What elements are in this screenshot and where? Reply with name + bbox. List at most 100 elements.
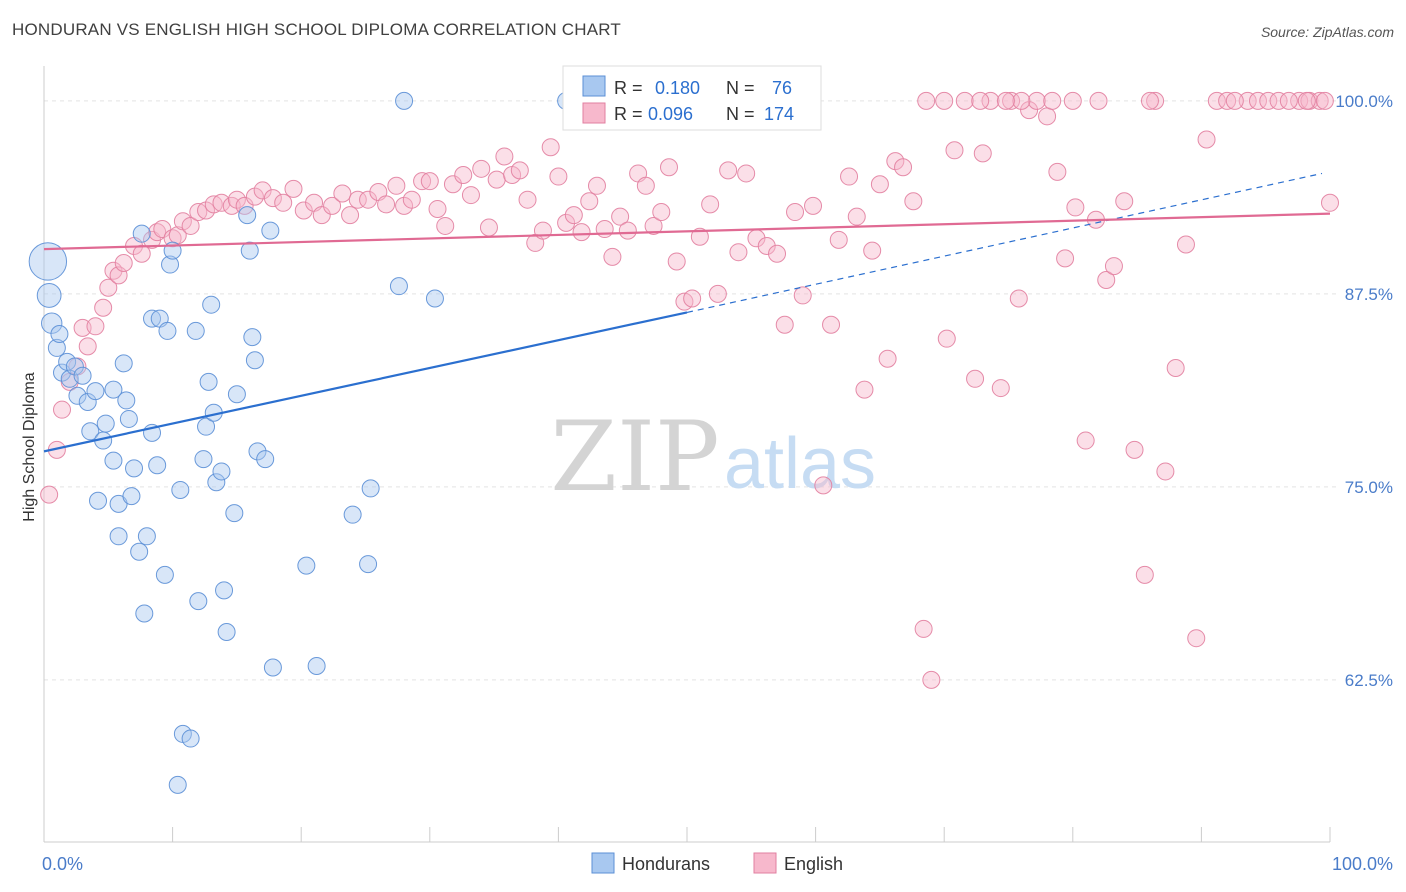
- hondurans-point-43: [189, 592, 208, 611]
- legend-n-value-pink: 174: [764, 104, 794, 124]
- hondurans-point-46: [199, 372, 218, 391]
- hondurans-trend-extension: [686, 172, 1323, 313]
- hondurans-point-50: [212, 462, 231, 481]
- english-point-6: [78, 337, 97, 356]
- hondurans-point-49: [207, 473, 226, 492]
- legend-frame: [562, 65, 822, 131]
- hondurans-point-23: [119, 409, 138, 428]
- watermark: ZIP atlas: [550, 401, 876, 513]
- english-point-92: [786, 203, 805, 222]
- english-point-156: [996, 91, 1015, 110]
- english-point-50: [436, 216, 455, 235]
- hondurans-point-67: [361, 479, 380, 498]
- hondurans-point-34: [155, 565, 174, 584]
- hondurans-point-61: [261, 221, 280, 240]
- english-point-57: [495, 147, 514, 166]
- series-legend: Hondurans English: [591, 852, 843, 874]
- hondurans-point-18: [104, 451, 123, 470]
- hondurans-point-59: [248, 442, 267, 461]
- english-point-123: [1066, 198, 1085, 217]
- hondurans-point-45: [197, 417, 216, 436]
- english-point-47: [413, 172, 432, 191]
- english-point-9: [99, 278, 118, 297]
- english-point-37: [323, 196, 342, 215]
- english-point-22: [189, 203, 208, 222]
- english-point-151: [1140, 91, 1159, 110]
- hondurans-point-19: [109, 527, 128, 546]
- legend-r-value-blue: 0.180: [655, 78, 700, 98]
- english-point-100: [855, 380, 874, 399]
- english-point-60: [518, 190, 537, 209]
- hondurans-point-42: [186, 321, 205, 340]
- hondurans-point-25: [125, 459, 144, 478]
- english-point-68: [580, 192, 599, 211]
- english-point-2: [53, 400, 72, 419]
- hondurans-point-32: [148, 456, 167, 475]
- english-point-127: [1104, 257, 1123, 276]
- hondurans-point-66: [359, 555, 378, 574]
- english-point-49: [428, 199, 447, 218]
- hondurans-point-31: [143, 309, 162, 328]
- english-point-98: [840, 167, 859, 186]
- english-point-146: [1321, 193, 1339, 212]
- hondurans-point-52: [217, 623, 236, 642]
- english-point-30: [253, 181, 272, 200]
- english-point-143: [1290, 91, 1309, 110]
- hondurans-point-65: [343, 505, 362, 524]
- english-point-111: [955, 91, 974, 110]
- english-point-133: [1166, 358, 1185, 377]
- english-point-53: [461, 186, 480, 205]
- english-point-142: [1269, 91, 1288, 110]
- english-point-149: [1279, 91, 1298, 110]
- english-point-117: [1009, 289, 1028, 308]
- hondurans-point-56: [240, 241, 259, 260]
- english-point-155: [1012, 91, 1031, 110]
- english-point-59: [510, 161, 529, 180]
- english-point-90: [768, 244, 787, 263]
- y-tick-label-1: 75.0%: [1345, 478, 1393, 497]
- english-point-0: [40, 485, 59, 504]
- series-legend-label-hondurans: Hondurans: [622, 854, 710, 874]
- hondurans-point-58: [245, 351, 264, 370]
- x-tick-label-1: 100.0%: [1332, 854, 1393, 874]
- trend-lines: [43, 172, 1331, 453]
- english-point-32: [274, 193, 293, 212]
- english-point-147: [1297, 91, 1316, 110]
- english-point-115: [991, 379, 1010, 398]
- english-point-138: [1218, 91, 1237, 110]
- x-tick-label-0: 0.0%: [42, 854, 83, 874]
- english-point-51: [443, 175, 462, 194]
- english-point-40: [348, 190, 367, 209]
- legend-n-value-blue: 76: [772, 78, 792, 98]
- hondurans-point-12: [81, 422, 100, 441]
- hondurans-point-47: [202, 295, 221, 314]
- english-point-55: [479, 218, 498, 237]
- english-point-121: [1048, 162, 1067, 181]
- english-point-43: [377, 195, 396, 214]
- english-point-70: [595, 220, 614, 239]
- english-point-139: [1238, 91, 1257, 110]
- english-point-97: [829, 230, 848, 249]
- english-point-44: [387, 176, 406, 195]
- english-point-31: [263, 189, 282, 208]
- english-point-124: [1076, 431, 1095, 450]
- english-point-113: [973, 144, 992, 163]
- english-point-79: [667, 252, 686, 271]
- hondurans-point-17: [104, 380, 123, 399]
- english-point-71: [603, 247, 622, 266]
- hondurans-point-0: [28, 242, 68, 281]
- english-point-129: [1125, 440, 1144, 459]
- english-point-99: [847, 207, 866, 226]
- english-point-76: [644, 216, 663, 235]
- english-point-64: [549, 167, 568, 186]
- hondurans-point-35: [158, 321, 177, 340]
- hondurans-point-22: [117, 391, 136, 410]
- hondurans-point-3: [47, 338, 66, 357]
- english-point-116: [1002, 91, 1021, 110]
- english-point-122: [1056, 249, 1075, 268]
- english-point-5: [73, 318, 92, 337]
- english-point-150: [1225, 91, 1244, 110]
- legend-swatch-blue: [582, 75, 606, 97]
- hondurans-point-21: [114, 354, 133, 373]
